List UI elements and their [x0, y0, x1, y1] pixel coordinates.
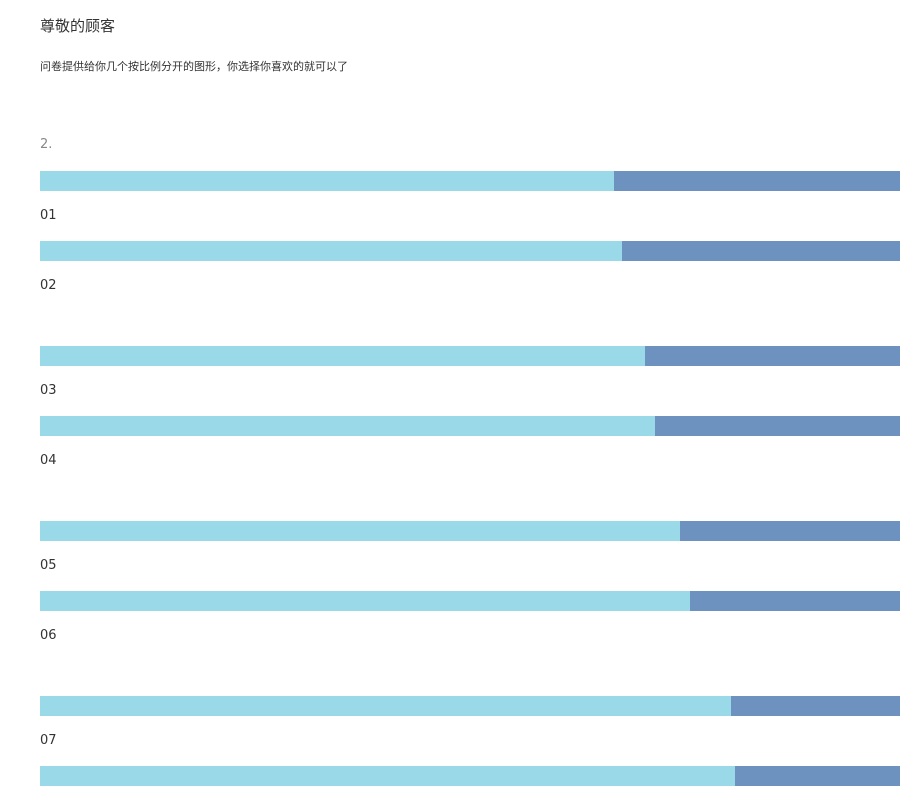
page-subtitle: 问卷提供给你几个按比例分开的图形，你选择你喜欢的就可以了 — [40, 60, 348, 73]
bar-segment-light — [40, 696, 731, 716]
option-bar-07[interactable] — [40, 696, 900, 716]
option-bar-04[interactable] — [40, 416, 900, 436]
option-bar-03[interactable] — [40, 346, 900, 366]
option-label-02[interactable]: 02 — [40, 278, 57, 293]
bar-segment-light — [40, 346, 645, 366]
bar-segment-dark — [622, 241, 900, 261]
bar-segment-dark — [613, 171, 900, 191]
bar-segment-light — [40, 416, 655, 436]
option-label-05[interactable]: 05 — [40, 558, 57, 573]
bar-segment-dark — [734, 766, 900, 786]
bar-segment-light — [40, 591, 691, 611]
bar-segment-light — [40, 766, 735, 786]
option-label-04[interactable]: 04 — [40, 453, 57, 468]
bar-segment-dark — [690, 591, 900, 611]
bar-segment-light — [40, 241, 623, 261]
bar-segment-dark — [654, 416, 900, 436]
bar-segment-light — [40, 171, 614, 191]
bar-segment-dark — [679, 521, 900, 541]
option-label-03[interactable]: 03 — [40, 383, 57, 398]
option-label-01[interactable]: 01 — [40, 208, 57, 223]
option-bar-05[interactable] — [40, 521, 900, 541]
option-bar-01[interactable] — [40, 171, 900, 191]
bar-segment-dark — [730, 696, 900, 716]
option-label-07[interactable]: 07 — [40, 733, 57, 748]
option-bar-02[interactable] — [40, 241, 900, 261]
page-title: 尊敬的顾客 — [40, 17, 116, 35]
bar-segment-dark — [644, 346, 900, 366]
option-bar-08[interactable] — [40, 766, 900, 786]
option-label-06[interactable]: 06 — [40, 628, 57, 643]
bar-segment-light — [40, 521, 680, 541]
option-bar-06[interactable] — [40, 591, 900, 611]
question-number: 2. — [40, 137, 53, 152]
